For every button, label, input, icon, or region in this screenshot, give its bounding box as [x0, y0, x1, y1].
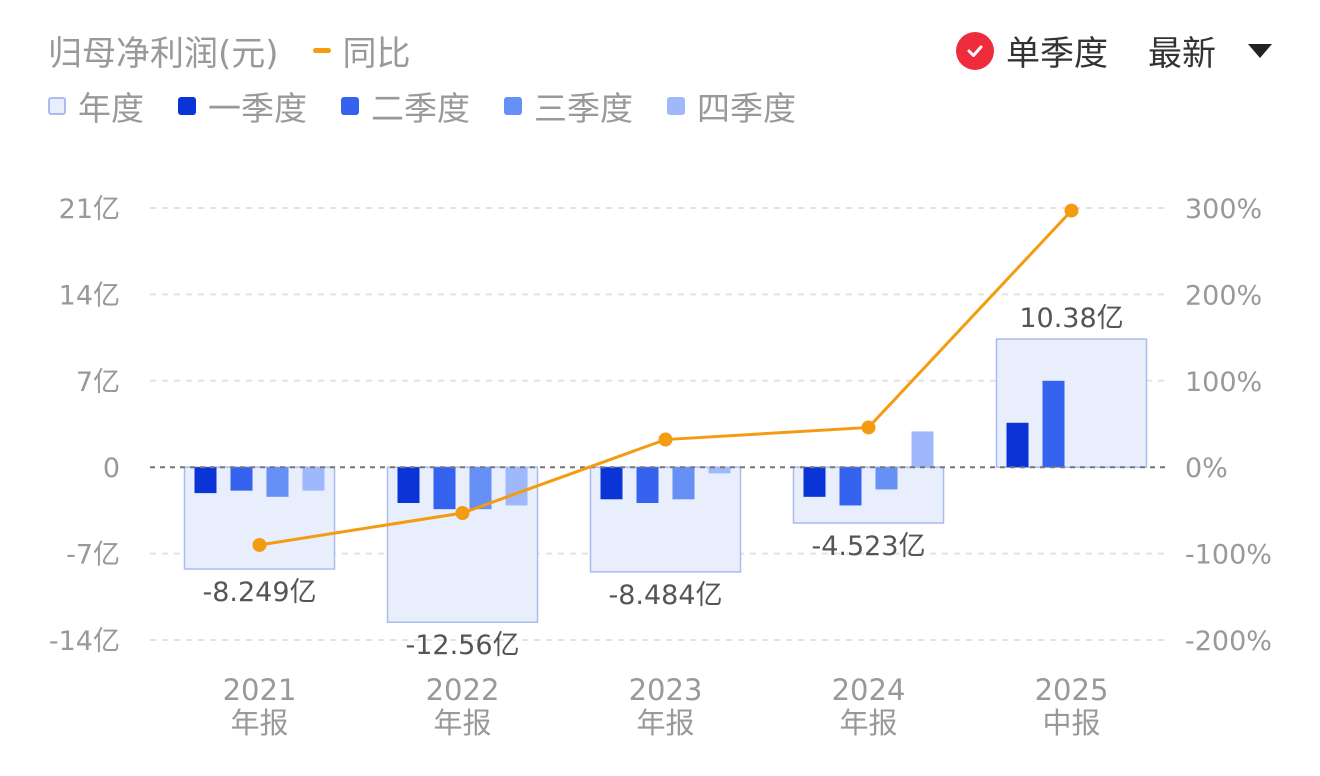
quarter-bar [636, 467, 659, 503]
y-axis-tick-left: 0 [103, 453, 120, 484]
x-axis-category-label: 2023 年报 [629, 673, 703, 740]
legend-q1[interactable]: 一季度 [178, 82, 307, 130]
annual-data-label: -12.56亿 [405, 630, 519, 661]
chart-header: 归母净利润(元) 同比 [48, 26, 411, 75]
legend-annual-label: 年度 [78, 89, 144, 128]
quarter-bar [839, 467, 862, 506]
legend-yoy[interactable]: 同比 [312, 26, 411, 75]
label-layer: 21亿 300% 14亿 200% 7亿 100% 0 0% -7亿 -100% -14亿 -200%… [49, 194, 1272, 740]
legend-q3-label: 三季度 [534, 89, 633, 128]
quarter-bar [266, 467, 289, 497]
quarter-bar [302, 467, 325, 491]
y-axis-tick-right: 300% [1185, 194, 1262, 225]
legend-q2-label: 二季度 [371, 89, 470, 128]
quarter-bar [803, 467, 826, 497]
quarter-bar [194, 467, 217, 494]
quarter-bar [433, 467, 456, 510]
chart-legend: 年度 一季度 二季度 三季度 四季度 [48, 82, 830, 130]
y-axis-tick-right: -100% [1185, 540, 1272, 571]
y-axis-tick-left: -14亿 [49, 626, 120, 657]
yoy-point [1064, 203, 1079, 218]
quarter-bar [1006, 422, 1029, 468]
y-axis-tick-left: 21亿 [59, 194, 120, 225]
legend-q4[interactable]: 四季度 [667, 82, 796, 130]
check-icon [967, 45, 983, 57]
y-axis-tick-left: 7亿 [76, 367, 120, 398]
quarter-bar [600, 467, 623, 500]
yoy-point [455, 505, 470, 520]
yoy-point [252, 537, 267, 552]
y-axis-tick-right: 200% [1185, 280, 1262, 311]
quarter-bar [230, 467, 253, 491]
y-axis-tick-left: 14亿 [59, 280, 120, 311]
chart-controls: 单季度 最新 [956, 26, 1272, 75]
quarter-bar [708, 467, 731, 474]
quarter-bar [397, 467, 420, 503]
quarter-bar [469, 467, 492, 510]
yoy-line-layer [252, 203, 1079, 552]
quarter-bars [194, 380, 1065, 510]
y-axis-tick-right: 0% [1185, 453, 1228, 484]
annual-data-label: -4.523亿 [811, 531, 925, 562]
y-axis-tick-left: -7亿 [66, 540, 120, 571]
legend-q1-label: 一季度 [208, 89, 307, 128]
single-quarter-checkbox[interactable] [956, 31, 994, 70]
quarter-bar [911, 431, 934, 468]
legend-q4-swatch [667, 97, 685, 115]
quarter-bar [1042, 380, 1065, 468]
legend-q4-label: 四季度 [697, 89, 796, 128]
yoy-point [658, 432, 673, 447]
period-select[interactable]: 最新 [1148, 34, 1216, 74]
chart-title: 归母净利润(元) [48, 34, 279, 74]
x-axis-category-label: 2021 年报 [223, 673, 297, 740]
dropdown-caret-icon[interactable] [1248, 43, 1272, 58]
legend-yoy-label: 同比 [342, 34, 411, 74]
legend-annual[interactable]: 年度 [48, 82, 144, 130]
quarter-bar [672, 467, 695, 500]
quarter-bar [505, 467, 528, 506]
x-axis-category-label: 2025 中报 [1035, 673, 1109, 740]
legend-q2-swatch [341, 97, 359, 115]
y-axis-tick-right: 100% [1185, 367, 1262, 398]
legend-q2[interactable]: 二季度 [341, 82, 470, 130]
yoy-line-swatch [312, 48, 331, 53]
x-axis-category-label: 2022 年报 [426, 673, 500, 740]
annual-data-label: -8.249亿 [202, 577, 316, 608]
y-axis-tick-right: -200% [1185, 626, 1272, 657]
x-axis-category-label: 2024 年报 [832, 673, 906, 740]
legend-q3-swatch [504, 97, 522, 115]
annual-data-label: -8.484亿 [608, 580, 722, 611]
legend-q1-swatch [178, 97, 196, 115]
single-quarter-label[interactable]: 单季度 [1006, 34, 1108, 74]
legend-annual-swatch [48, 97, 66, 115]
yoy-point [861, 420, 876, 435]
annual-data-label: 10.38亿 [1019, 303, 1123, 334]
legend-q3[interactable]: 三季度 [504, 82, 633, 130]
quarter-bar [875, 467, 898, 490]
